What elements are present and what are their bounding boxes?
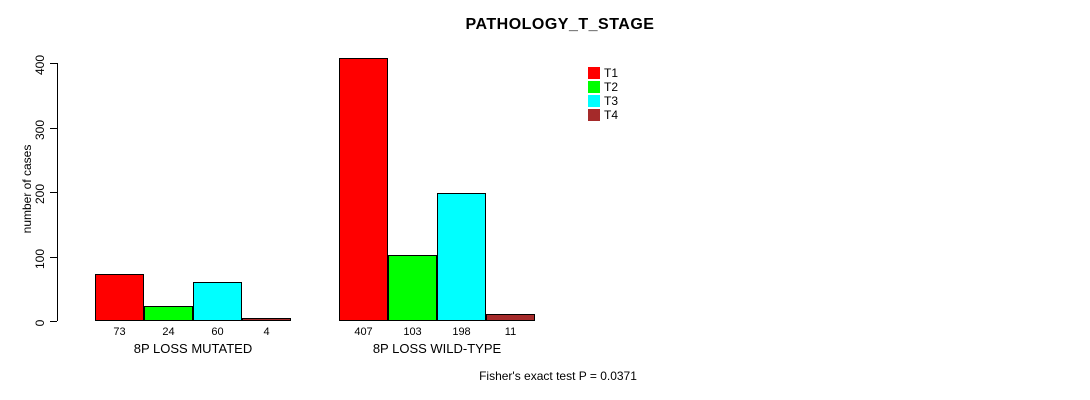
bar-t1-group2 [339, 58, 388, 321]
legend-item-t1: T1 [588, 66, 618, 80]
legend-item-t2: T2 [588, 80, 618, 94]
y-tick-mark [50, 127, 57, 129]
bar-t3-group1 [193, 282, 242, 321]
bar-value-label: 4 [263, 326, 270, 338]
group-label: 8P LOSS MUTATED [133, 341, 253, 356]
y-tick-label-text: 200 [33, 183, 47, 205]
bar-t3-group2 [437, 193, 486, 321]
y-tick-mark [50, 321, 57, 322]
y-tick-label-text: 300 [33, 119, 47, 140]
bar-value-label: 407 [354, 326, 373, 338]
legend-item-t4: T4 [588, 108, 618, 122]
fisher-test-annotation: Fisher's exact test P = 0.0371 [479, 369, 637, 383]
chart-title: PATHOLOGY_T_STAGE [465, 16, 655, 33]
bar-t4-group2 [486, 314, 535, 321]
bar-value-label: 11 [504, 326, 517, 338]
legend-label-t2: T2 [604, 80, 619, 94]
legend: T1 T2 T3 T4 [588, 66, 618, 122]
legend-swatch-t1 [588, 67, 600, 79]
y-tick-label-text: 100 [33, 248, 47, 269]
y-tick-mark [50, 256, 57, 258]
legend-swatch-t4 [588, 109, 600, 121]
legend-label-t4: T4 [604, 108, 619, 122]
bar-value-label: 73 [113, 326, 126, 338]
bar-t4-group1 [242, 318, 291, 321]
bar-value-label: 24 [162, 326, 175, 338]
y-axis-line [57, 63, 58, 321]
legend-item-t3: T3 [588, 94, 618, 108]
y-tick-mark [50, 63, 57, 64]
legend-label-t1: T1 [604, 66, 619, 80]
legend-label-t3: T3 [604, 94, 619, 108]
y-tick-label-text: 400 [33, 54, 47, 76]
bar-t2-group2 [388, 255, 437, 321]
legend-swatch-t2 [588, 81, 600, 93]
bar-value-label: 60 [211, 326, 224, 338]
bar-value-label: 198 [452, 326, 471, 338]
bar-t2-group1 [144, 306, 193, 321]
y-axis-title-text: number of cases [20, 144, 34, 234]
group-label: 8P LOSS WILD-TYPE [372, 341, 502, 356]
y-tick-label-text: 0 [33, 319, 47, 327]
bar-value-label: 103 [403, 326, 422, 338]
legend-swatch-t3 [588, 95, 600, 107]
bar-t1-group1 [95, 274, 144, 321]
y-tick-mark [50, 192, 57, 193]
